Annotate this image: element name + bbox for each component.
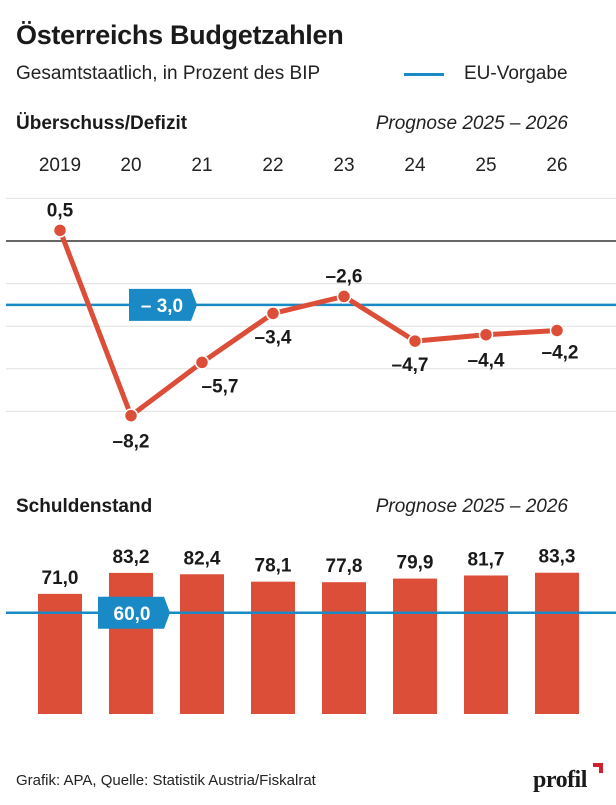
data-label: –3,4 — [255, 327, 292, 348]
chart-subtitle: Gesamtstaatlich, in Prozent des BIP — [16, 63, 321, 84]
data-label: –4,4 — [468, 351, 505, 372]
data-label: –4,7 — [392, 355, 429, 376]
source-credit: Grafik: APA, Quelle: Statistik Austria/F… — [16, 772, 316, 789]
data-label: –5,7 — [202, 376, 239, 397]
deficit-forecast-note: Prognose 2025 – 2026 — [375, 113, 568, 134]
bar-value-label: 81,7 — [468, 549, 505, 570]
chart-title: Österreichs Budgetzahlen — [16, 20, 344, 50]
x-tick-label: 22 — [262, 155, 283, 176]
legend: EU-Vorgabe — [404, 63, 568, 85]
x-tick-label: 2019 — [39, 155, 81, 176]
bar-value-label: 79,9 — [397, 553, 434, 574]
debt-section-title: Schuldenstand — [16, 496, 153, 517]
eu-reference-tag — [129, 288, 197, 321]
legend-label-eu: EU-Vorgabe — [464, 63, 568, 84]
bar-value-label: 78,1 — [255, 556, 292, 577]
x-tick-label: 24 — [404, 155, 426, 176]
debt-bar — [464, 575, 508, 714]
legend-swatch-eu — [404, 72, 444, 76]
debt-bar — [535, 572, 579, 714]
profil-logo: profil — [533, 767, 587, 793]
bar-value-label: 77,8 — [326, 556, 363, 577]
debt-bar — [393, 578, 437, 714]
bar-value-label: 82,4 — [184, 548, 221, 569]
x-tick-label: 21 — [191, 155, 212, 176]
x-tick-label: 25 — [475, 155, 496, 176]
data-point — [194, 355, 210, 370]
debt-bar — [109, 572, 153, 714]
data-point — [265, 306, 281, 321]
data-point — [478, 327, 494, 342]
debt-bar — [322, 582, 366, 714]
data-point — [336, 289, 352, 304]
logo-corner-icon — [593, 763, 603, 773]
eu-reference-label: 60,0 — [114, 604, 151, 625]
deficit-line-chart: 2019 20 21 22 23 24 25 26 – 3,0 0,5 –8,2 –5,7 –3,4 –2… — [6, 155, 616, 453]
bar-value-label: 71,0 — [42, 568, 79, 589]
data-label: –4,2 — [542, 342, 579, 363]
debt-bar — [180, 574, 224, 714]
data-label: –8,2 — [113, 432, 150, 453]
x-tick-label: 23 — [333, 155, 354, 176]
debt-bar-chart: 60,0 71,0 83,2 82,4 78,1 77,8 79,9 81,7 83,3 — [6, 547, 616, 714]
data-point — [407, 333, 423, 349]
bar-value-label: 83,2 — [113, 547, 150, 568]
x-tick-label: 20 — [120, 155, 141, 176]
debt-forecast-note: Prognose 2025 – 2026 — [375, 496, 568, 517]
data-point — [549, 323, 565, 338]
deficit-section-title: Überschuss/Defizit — [16, 113, 188, 134]
bar-value-label: 83,3 — [539, 547, 576, 568]
data-point — [123, 408, 139, 423]
x-tick-label: 26 — [546, 155, 567, 176]
debt-bar — [251, 581, 295, 714]
data-label: –2,6 — [326, 266, 363, 287]
eu-reference-tag — [98, 596, 170, 629]
deficit-line — [57, 229, 558, 419]
data-label: 0,5 — [47, 200, 74, 221]
eu-reference-label: – 3,0 — [141, 296, 183, 317]
data-point — [52, 223, 68, 238]
